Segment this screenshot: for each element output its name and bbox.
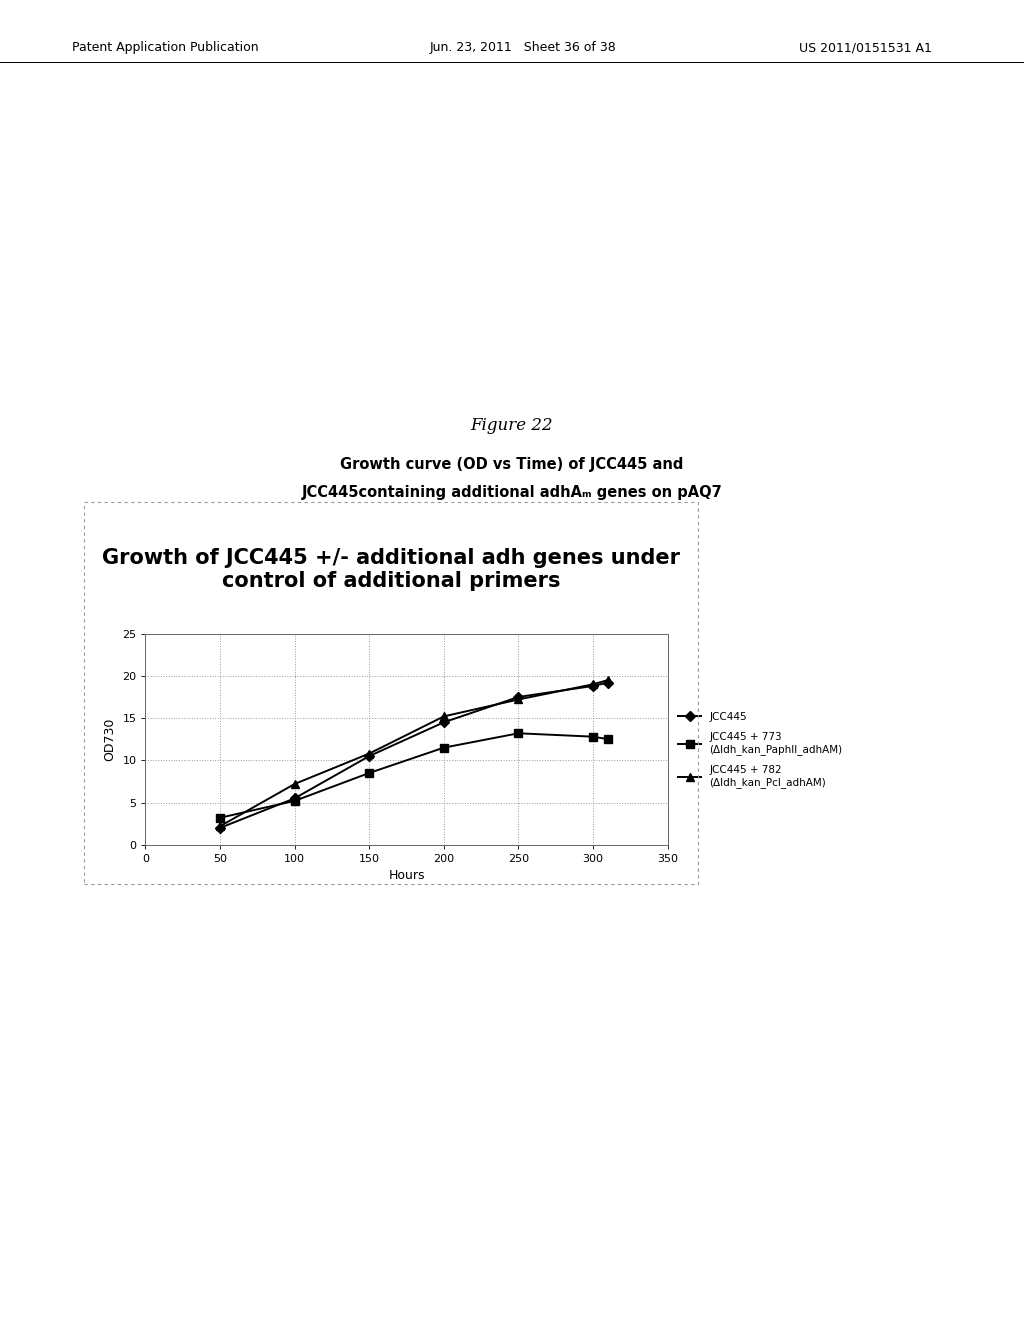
Text: US 2011/0151531 A1: US 2011/0151531 A1 (799, 41, 932, 54)
Text: Figure 22: Figure 22 (471, 417, 553, 433)
Line: JCC445 + 782
(Δldh_kan_Pcl_adhAM): JCC445 + 782 (Δldh_kan_Pcl_adhAM) (216, 676, 612, 830)
JCC445 + 782
(Δldh_kan_Pcl_adhAM) (437, 709, 450, 725)
JCC445 + 782
(Δldh_kan_Pcl_adhAM) (364, 746, 376, 762)
JCC445 (364, 748, 376, 764)
Line: JCC445 + 773
(Δldh_kan_PaphII_adhAM): JCC445 + 773 (Δldh_kan_PaphII_adhAM) (216, 729, 612, 822)
Text: Growth of JCC445 +/- additional adh genes under
control of additional primers: Growth of JCC445 +/- additional adh gene… (102, 548, 680, 591)
JCC445 + 782
(Δldh_kan_Pcl_adhAM) (289, 776, 301, 792)
JCC445 + 782
(Δldh_kan_Pcl_adhAM) (587, 676, 599, 692)
JCC445 + 773
(Δldh_kan_PaphII_adhAM) (512, 726, 524, 742)
JCC445 (289, 791, 301, 807)
JCC445 + 782
(Δldh_kan_Pcl_adhAM) (512, 692, 524, 708)
JCC445 + 782
(Δldh_kan_Pcl_adhAM) (602, 672, 614, 688)
JCC445 + 773
(Δldh_kan_PaphII_adhAM) (587, 729, 599, 744)
JCC445 + 773
(Δldh_kan_PaphII_adhAM) (364, 766, 376, 781)
JCC445 + 773
(Δldh_kan_PaphII_adhAM) (289, 793, 301, 809)
JCC445 + 773
(Δldh_kan_PaphII_adhAM) (602, 731, 614, 747)
JCC445 + 773
(Δldh_kan_PaphII_adhAM) (437, 739, 450, 755)
X-axis label: Hours: Hours (388, 870, 425, 882)
Text: Jun. 23, 2011   Sheet 36 of 38: Jun. 23, 2011 Sheet 36 of 38 (430, 41, 616, 54)
JCC445 (587, 678, 599, 694)
JCC445 (214, 820, 226, 836)
Line: JCC445: JCC445 (216, 678, 611, 832)
JCC445 + 773
(Δldh_kan_PaphII_adhAM) (214, 810, 226, 826)
JCC445 (602, 675, 614, 690)
JCC445 (437, 714, 450, 730)
JCC445 (512, 689, 524, 705)
Text: Growth curve (OD vs Time) of JCC445 and: Growth curve (OD vs Time) of JCC445 and (340, 457, 684, 473)
JCC445 + 782
(Δldh_kan_Pcl_adhAM) (214, 818, 226, 834)
Y-axis label: OD730: OD730 (103, 718, 117, 760)
Legend: JCC445, JCC445 + 773
(Δldh_kan_PaphII_adhAM), JCC445 + 782
(Δldh_kan_Pcl_adhAM): JCC445, JCC445 + 773 (Δldh_kan_PaphII_ad… (678, 711, 843, 788)
Text: Patent Application Publication: Patent Application Publication (72, 41, 258, 54)
Text: JCC445containing additional adhAₘ genes on pAQ7: JCC445containing additional adhAₘ genes … (302, 484, 722, 500)
